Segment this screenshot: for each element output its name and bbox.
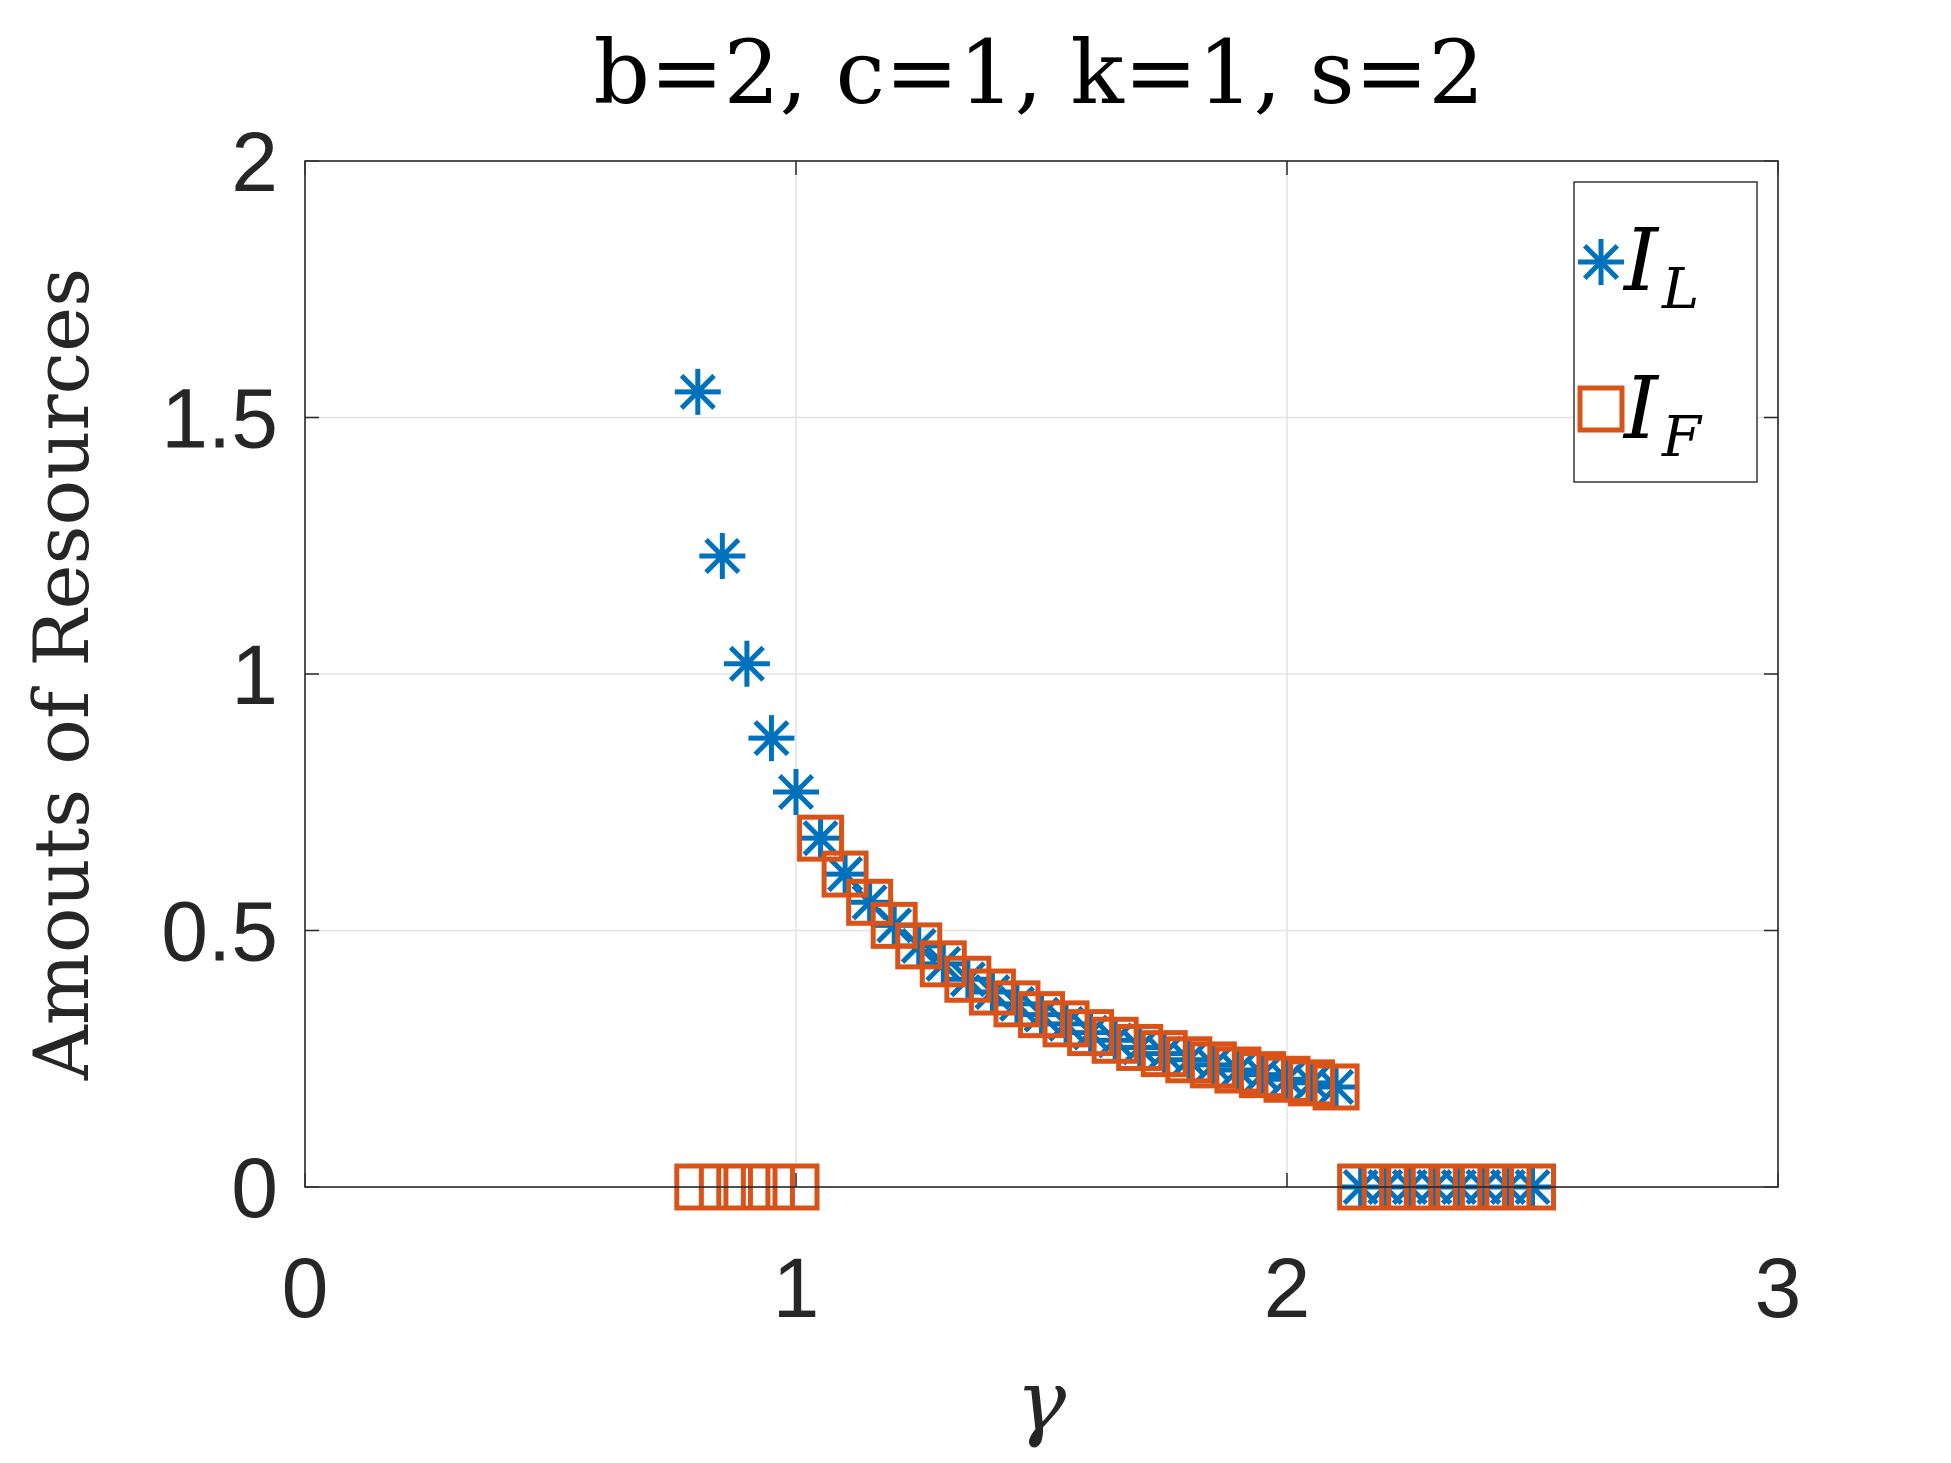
data-point	[1042, 1000, 1090, 1048]
legend-entry-if: IF	[1577, 359, 1703, 470]
x-tick-label: 0	[282, 1241, 329, 1335]
data-point	[1189, 1041, 1237, 1089]
data-point	[723, 640, 770, 687]
square-marker-icon	[1577, 385, 1625, 433]
axes-box	[304, 160, 1779, 1188]
grid	[305, 161, 1778, 1187]
data-point	[920, 940, 967, 987]
plot-area	[304, 160, 1779, 1211]
y-tick-label: 0	[231, 1141, 278, 1235]
data-point	[968, 968, 1016, 1016]
chart-title: b=2, c=1, k=1, s=2	[594, 21, 1485, 124]
data-point	[1165, 1036, 1213, 1084]
legend-label-il: IL	[1622, 211, 1699, 322]
data-point	[822, 851, 869, 898]
data-point	[1091, 1016, 1139, 1064]
data-point	[1214, 1047, 1261, 1094]
data-point	[797, 815, 844, 862]
data-point	[1214, 1046, 1262, 1094]
legend: IL IF	[1573, 181, 1758, 483]
data-point	[674, 368, 721, 415]
data-point	[919, 940, 967, 988]
data-point	[1288, 1059, 1336, 1107]
legend-label-if-sub: F	[1661, 405, 1703, 470]
data-point	[944, 956, 991, 1003]
data-point	[1312, 1063, 1360, 1111]
data-point	[1067, 1009, 1115, 1057]
data-point	[748, 715, 795, 762]
data-point	[895, 922, 943, 970]
y-tick-label: 1.5	[161, 372, 278, 466]
data-point	[699, 533, 746, 580]
data-point	[821, 850, 869, 898]
legend-label-if: IF	[1622, 359, 1703, 470]
data-point	[1018, 991, 1065, 1039]
data-point	[1263, 1055, 1311, 1103]
y-tick-label: 0.5	[161, 885, 278, 979]
x-axis-label: γ	[1016, 1352, 1067, 1450]
data-point	[944, 955, 992, 1003]
x-tick-labels: 0 1 2 3	[282, 1241, 1802, 1335]
asterisk-marker-icon	[1578, 239, 1624, 285]
x-tick-label: 3	[1755, 1241, 1802, 1335]
x-tick-label: 1	[773, 1241, 820, 1335]
legend-label-if-main: I	[1622, 359, 1660, 459]
data-point	[773, 768, 819, 815]
y-tick-label: 1	[231, 628, 278, 722]
data-point	[1238, 1051, 1286, 1099]
data-point	[1313, 1063, 1360, 1110]
legend-entry-il: IL	[1578, 211, 1699, 322]
data-point	[1116, 1023, 1164, 1071]
data-point	[993, 980, 1041, 1028]
y-axis-label: Amouts of Resources	[17, 268, 106, 1081]
legend-marker-if	[1577, 385, 1625, 433]
data-point	[1140, 1030, 1188, 1078]
legend-label-il-main: I	[1622, 211, 1660, 311]
legend-label-il-sub: L	[1661, 257, 1699, 322]
data-point	[797, 814, 845, 862]
legend-marker-il	[1578, 239, 1624, 285]
y-tick-labels: 0 0.5 1 1.5 2	[161, 115, 278, 1235]
x-tick-label: 2	[1264, 1241, 1311, 1335]
y-tick-label: 2	[231, 115, 278, 209]
